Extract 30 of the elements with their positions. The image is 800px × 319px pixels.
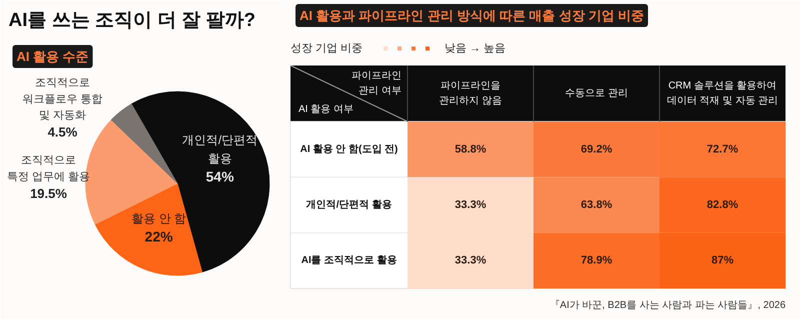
x-axis-title: 파이프라인 관리 여부 [352,70,402,96]
chart-subtitle: AI 활용 수준 [16,49,89,64]
y-axis-title: AI 활용 여부 [298,104,354,115]
data-label: 22% [144,228,174,245]
legend-title: 성장 기업 비중 [290,42,363,54]
data-label: 69.2% [580,143,612,156]
data-label: 72.7% [706,143,738,156]
y-tick-label: 개인적/단편적 활용 [306,200,392,210]
y-tick-label: AI를 조직적으로 활용 [301,255,397,266]
data-label: 63.8% [580,199,612,211]
chart-title: AI를 쓰는 조직이 더 잘 팔까? [8,10,256,31]
slice-label: 조직적으로 워크플로우 통합 및 자동화 [22,77,103,122]
x-tick-label: 수동으로 관리 [565,88,628,99]
text: 낮음 → 높음 [444,42,506,54]
chart-title: AI 활용과 파이프라인 관리 방식에 따른 매출 성장 기업 비중 [300,8,644,23]
slice-label: 활용 안 함 [131,212,186,226]
data-label: 4.5% [48,124,78,140]
data-label: 58.8% [454,143,486,156]
data-label: 19.5% [30,186,68,201]
y-tick-label: AI 활용 안 함(도입 전) [300,144,398,155]
x-tick-label: 파이프라인을 관리하지 않음 [439,80,502,106]
data-label: 87% [711,254,734,267]
data-label: 82.8% [706,199,738,211]
data-label: 54% [206,168,234,185]
x-tick-label: CRM 솔루션을 활용하여 데이터 적재 및 자동 관리 [666,80,778,106]
text: 『AI가 바꾼, B2B를 사는 사람과 파는 사람들』, 2026 [550,299,786,311]
slice-label: 개인적/단편적 활용 [182,132,258,166]
data-label: 78.9% [580,254,612,267]
data-label: 33.3% [454,254,486,267]
data-label: 33.3% [454,199,486,211]
